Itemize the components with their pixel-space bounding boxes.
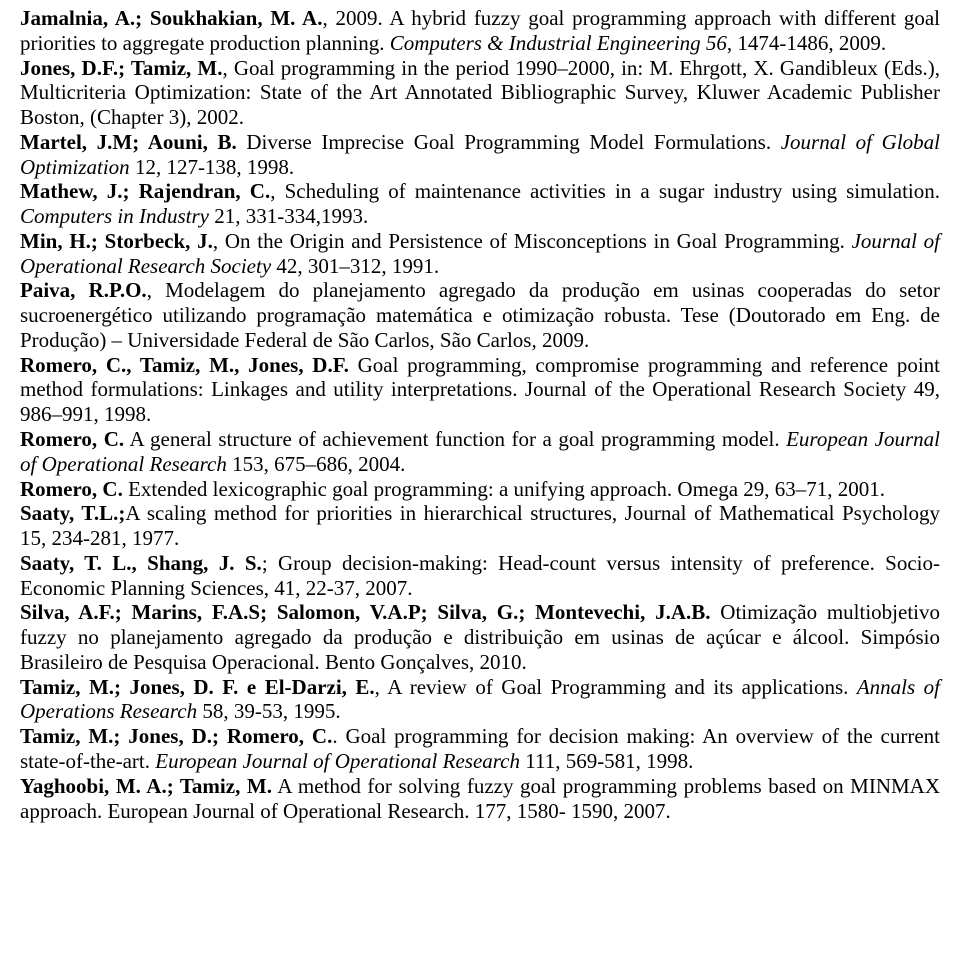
reference-entry: Paiva, R.P.O., Modelagem do planejamento…: [20, 278, 940, 352]
reference-title: On the Origin and Persistence of Misconc…: [225, 229, 852, 253]
reference-tail: 153, 675–686, 2004.: [227, 452, 406, 476]
reference-separator: ,: [147, 278, 165, 302]
reference-journal: Computers in Industry: [20, 204, 209, 228]
reference-journal: Computers & Industrial Engineering 56: [390, 31, 727, 55]
reference-separator: ,: [270, 179, 284, 203]
reference-authors: Romero, C., Tamiz, M., Jones, D.F.: [20, 353, 349, 377]
reference-separator: ,: [223, 56, 234, 80]
reference-authors: Jones, D.F.; Tamiz, M.: [20, 56, 223, 80]
reference-entry: Yaghoobi, M. A.; Tamiz, M. A method for …: [20, 774, 940, 824]
reference-tail: 42, 301–312, 1991.: [271, 254, 439, 278]
reference-authors: Yaghoobi, M. A.; Tamiz, M.: [20, 774, 272, 798]
reference-separator: .: [332, 724, 345, 748]
reference-journal: European Journal of Operational Research: [155, 749, 520, 773]
reference-entry: Jones, D.F.; Tamiz, M., Goal programming…: [20, 56, 940, 130]
reference-authors: Mathew, J.; Rajendran, C.: [20, 179, 270, 203]
references-page: Jamalnia, A.; Soukhakian, M. A., 2009. A…: [0, 0, 960, 960]
reference-entry: Saaty, T. L., Shang, J. S.; Group decisi…: [20, 551, 940, 601]
reference-entry: Martel, J.M; Aouni, B. Diverse Imprecise…: [20, 130, 940, 180]
reference-authors: Jamalnia, A.; Soukhakian, M. A.: [20, 6, 322, 30]
reference-entry: Tamiz, M.; Jones, D. F. e El-Darzi, E., …: [20, 675, 940, 725]
reference-entry: Jamalnia, A.; Soukhakian, M. A., 2009. A…: [20, 6, 940, 56]
reference-tail: 12, 127-138, 1998.: [130, 155, 295, 179]
reference-tail: 58, 39-53, 1995.: [197, 699, 341, 723]
reference-tail: 111, 569-581, 1998.: [520, 749, 693, 773]
reference-authors: Romero, C.: [20, 427, 124, 451]
reference-tail: , 1474-1486, 2009.: [727, 31, 886, 55]
reference-title: Diverse Imprecise Goal Programming Model…: [246, 130, 780, 154]
reference-title: A general structure of achievement funct…: [129, 427, 786, 451]
reference-authors: Saaty, T. L., Shang, J. S.: [20, 551, 262, 575]
reference-separator: [349, 353, 358, 377]
reference-separator: ;: [262, 551, 278, 575]
reference-authors: Min, H.; Storbeck, J.: [20, 229, 213, 253]
reference-separator: [711, 600, 721, 624]
reference-entry: Tamiz, M.; Jones, D.; Romero, C.. Goal p…: [20, 724, 940, 774]
reference-authors: Tamiz, M.; Jones, D.; Romero, C.: [20, 724, 332, 748]
reference-authors: Silva, A.F.; Marins, F.A.S; Salomon, V.A…: [20, 600, 711, 624]
reference-entry: Silva, A.F.; Marins, F.A.S; Salomon, V.A…: [20, 600, 940, 674]
reference-tail: 21, 331-334,1993.: [209, 204, 368, 228]
reference-separator: , 2009.: [322, 6, 389, 30]
reference-title: Scheduling of maintenance activities in …: [285, 179, 940, 203]
reference-authors: Martel, J.M; Aouni, B.: [20, 130, 237, 154]
reference-entry: Mathew, J.; Rajendran, C., Scheduling of…: [20, 179, 940, 229]
reference-title: Extended lexicographic goal programming:…: [128, 477, 885, 501]
reference-authors: Saaty, T.L.;: [20, 501, 125, 525]
reference-title: A scaling method for priorities in hiera…: [20, 501, 940, 550]
reference-authors: Paiva, R.P.O.: [20, 278, 147, 302]
reference-authors: Tamiz, M.; Jones, D. F. e El-Darzi, E.: [20, 675, 375, 699]
references-list: Jamalnia, A.; Soukhakian, M. A., 2009. A…: [20, 6, 940, 823]
reference-separator: ,: [375, 675, 388, 699]
reference-entry: Saaty, T.L.;A scaling method for priorit…: [20, 501, 940, 551]
reference-entry: Romero, C., Tamiz, M., Jones, D.F. Goal …: [20, 353, 940, 427]
reference-separator: [237, 130, 247, 154]
reference-entry: Min, H.; Storbeck, J., On the Origin and…: [20, 229, 940, 279]
reference-entry: Romero, C. Extended lexicographic goal p…: [20, 477, 940, 502]
reference-authors: Romero, C.: [20, 477, 123, 501]
reference-separator: ,: [213, 229, 225, 253]
reference-entry: Romero, C. A general structure of achiev…: [20, 427, 940, 477]
reference-title: A review of Goal Programming and its app…: [387, 675, 857, 699]
